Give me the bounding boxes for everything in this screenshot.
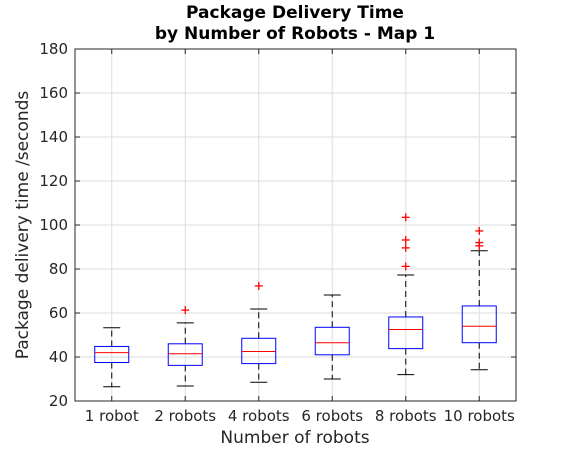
chart-title-line1: Package Delivery Time	[186, 3, 404, 23]
box-group-5	[388, 213, 424, 376]
iqr-box	[167, 343, 203, 366]
x-tick-label: 4 robots	[228, 407, 290, 425]
y-tick-label: 100	[39, 216, 68, 234]
x-tick-label: 6 robots	[301, 407, 363, 425]
outlier-marker	[254, 281, 263, 290]
x-tick-label: 8 robots	[375, 407, 437, 425]
iqr-box	[388, 316, 424, 350]
box-group-4	[314, 294, 350, 380]
x-axis-label: Number of robots	[220, 428, 369, 448]
y-tick-label: 40	[49, 348, 68, 366]
outlier-marker	[475, 238, 484, 247]
y-tick-label: 160	[39, 84, 68, 102]
y-tick-label: 120	[39, 172, 68, 190]
iqr-box	[241, 337, 277, 365]
grid-lines	[75, 48, 516, 402]
outlier-marker	[401, 262, 410, 271]
y-axis-label: Package delivery time /seconds	[13, 91, 33, 360]
x-tick-label: 10 robots	[444, 407, 515, 425]
iqr-box	[94, 345, 130, 364]
outlier-marker	[475, 226, 484, 235]
axis-ticks: 20 40 60 80 100 120 140 160 180 1 robot 2 robots 4 …	[39, 40, 516, 425]
x-tick-label: 1 robot	[85, 407, 139, 425]
outlier-marker	[181, 306, 190, 315]
box-group-3	[241, 281, 277, 383]
y-tick-label: 20	[49, 392, 68, 410]
y-tick-label: 180	[39, 40, 68, 58]
iqr-box	[461, 305, 497, 344]
outlier-marker	[401, 235, 410, 244]
box-group-2	[167, 306, 203, 387]
x-tick-label: 2 robots	[154, 407, 216, 425]
outlier-marker	[401, 243, 410, 252]
chart-title-line2: by Number of Robots - Map 1	[155, 24, 435, 44]
box-series	[94, 213, 497, 388]
y-tick-label: 60	[49, 304, 68, 322]
outlier-marker	[401, 213, 410, 222]
y-tick-label: 140	[39, 128, 68, 146]
box-group-1	[94, 327, 130, 388]
box-group-6	[461, 226, 497, 371]
iqr-box	[314, 326, 350, 356]
y-tick-label: 80	[49, 260, 68, 278]
